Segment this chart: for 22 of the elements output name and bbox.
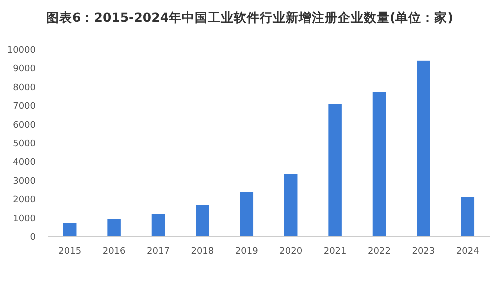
ytick: 9000 xyxy=(13,64,36,75)
xtick: 2016 xyxy=(102,247,126,257)
ytick: 7000 xyxy=(13,102,36,112)
ytick: 5000 xyxy=(13,140,36,150)
xtick: 2017 xyxy=(147,247,170,257)
xtick: 2018 xyxy=(191,247,214,257)
ytick: 3000 xyxy=(13,176,36,187)
ytick: 4000 xyxy=(13,158,36,168)
xtick: 2015 xyxy=(58,247,82,257)
ytick: 2000 xyxy=(13,196,36,206)
xtick: 2021 xyxy=(324,247,347,257)
xtick: 2024 xyxy=(456,247,480,257)
title: 图表6：2015-2024年中国工业软件行业新增注册企业数量(单位：家) xyxy=(46,10,454,25)
xtick: 2023 xyxy=(412,247,436,257)
ytick: 6000 xyxy=(13,120,36,131)
xtick: 2019 xyxy=(235,247,258,257)
ytick: 10000 xyxy=(7,46,36,56)
ytick: 8000 xyxy=(13,83,36,94)
ytick: 1000 xyxy=(13,214,36,224)
xtick: 2020 xyxy=(280,247,303,257)
xtick: 2022 xyxy=(368,247,391,257)
ytick: 0 xyxy=(30,233,36,244)
